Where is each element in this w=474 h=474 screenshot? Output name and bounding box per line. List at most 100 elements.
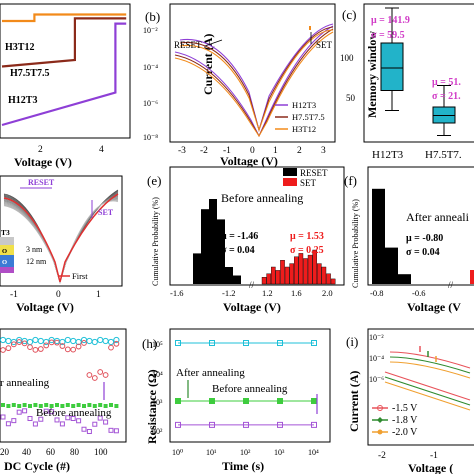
panel-i-frame [367,328,474,446]
panel-h-point-0-2 [243,340,249,346]
panel-g-hrs-before-19 [103,419,109,425]
panel-g-lrs-before-4 [22,403,27,407]
panel-g-lrs-after-7 [37,337,44,345]
panel-g-hrs-after-11 [59,343,66,349]
panel-b-tick-y-0: 10⁻² [143,26,158,35]
panel-g-lrs-after-17 [91,338,98,346]
panel-h-point-1-2 [243,398,249,404]
panel-c-ylabel: Memory window [365,31,379,118]
panel-g-hrs-after-2 [10,341,17,348]
panel-g-hrs-before-14 [76,418,82,424]
panel-h-ylabel: Resistance (Ω) [145,369,159,444]
box-0 [380,42,404,91]
panel-g-hrs-before-3 [16,409,22,415]
panel-b-letter: (b) [145,9,160,24]
legend-i-2: -2.0 V [392,427,418,438]
panel-g-tick-x-3: 80 [70,447,80,457]
panel-e-legend-set: SET [300,178,317,188]
layer-o2-label: O [2,259,7,266]
panel-c-tick-y-100: 100 [340,53,354,63]
panel-g-frame [0,328,127,443]
panel-e-axis-break: // [249,280,255,290]
panel-h-series [175,340,317,428]
panel-g-markers [0,336,120,435]
panel-g-hrs-before-21 [113,428,119,434]
panel-h-tick-y-2: 10³ [152,398,163,407]
panel-f-reset-bar-0 [372,188,385,284]
panel-h-point-2-3 [277,421,283,428]
panel-b-reset-arrow [204,39,223,47]
panel-e-set-bar-7 [294,256,299,285]
panel-h-point-0-4 [311,340,317,346]
panel-g-hrs-before-17 [92,421,98,427]
panel-g-hrs-after-12 [64,346,71,353]
panel-c-stat1-sigma: σ = 59.5 [371,30,405,41]
panel-g-hrs-before-11 [59,421,65,427]
panel-e-sigma-set: σ = 0.25 [290,245,324,256]
panel-e-reset-bar-4 [225,267,233,284]
panel-e: (e) Cumulative Probability (%) // Before… [147,166,345,314]
panel-b-curves [174,23,334,138]
panel-d-tick-x-1: 0 [56,290,61,300]
panel-f-reset-bar-2 [398,274,411,284]
legend-b-0: H12T3 [292,100,316,110]
panel-e-set-bar-9 [303,258,308,285]
panel-i-branch-low-2 [384,381,471,411]
panel-g-lrs-before-17 [92,404,97,408]
panel-f-reset-bar-1 [385,247,398,284]
panel-h-point-1-3 [277,398,283,404]
panel-b-tick-x-5: 2 [297,146,302,156]
panel-g-hrs-after-13 [70,346,77,353]
panel-g-hrs-before-15 [81,426,87,432]
panel-f-axis-break: // [448,280,454,290]
panel-f-sigma-reset: σ = 0.04 [406,247,440,258]
panel-h-point-0-1 [209,340,215,346]
legend-i-1: -1.8 V [392,415,418,426]
panel-h-tick-x-2: 10² [240,448,251,457]
panel-e-set-bar-8 [298,253,304,285]
panel-e-tick-x-0: -1.6 [170,288,183,298]
panel-c-stat1-mu: μ = 141.9 [371,15,410,26]
panel-g-hrs-after-14 [75,343,82,350]
layer-top [0,237,14,245]
panel-f-letter: (f) [344,173,357,188]
panel-f-frame [367,166,474,286]
panel-e-reset-bar-5 [233,275,241,284]
panel-g-lrs-after-6 [32,336,39,344]
panel-e-set-bar-13 [321,266,327,285]
panel-h-tick-x-4: 10⁴ [308,448,319,457]
panel-c: (c) Memory window 100 50 μ = 141.9 σ = 5… [340,3,474,161]
panel-h-point-1-4 [311,398,317,404]
legend-label-h75t75: H7.5T7.5 [10,68,49,79]
panel-g-xlabel: DC Cycle (#) [4,459,70,473]
panel-a-series-0 [2,13,127,23]
panel-b-set-annotation: SET [316,40,333,50]
panel-i-branch-high-0 [389,351,471,369]
panel-e-mu-reset: μ = -1.46 [221,231,258,242]
panel-g-hrs-after-20 [108,344,114,351]
panel-i-tick-y-0: 10⁻² [369,333,384,342]
panel-e-tick-x-1: -1.2 [222,288,235,298]
panel-f-set-bar-0 [470,270,474,284]
panel-g-after-annotation: r annealing [0,377,50,389]
panel-g-lrs-before-12 [65,403,70,407]
panel-h-tick-y-1: 10⁴ [152,370,163,379]
panel-c-stat2-sigma: σ = 21. [432,91,461,102]
panel-b-tick-x-6: 3 [321,146,326,156]
panel-a-tick-x-4: 4 [99,145,104,155]
panel-e-set-bar-0 [261,277,267,285]
panel-i-branch-low-1 [384,376,471,406]
panel-g-hrs-after-19 [102,372,109,378]
legend-swatch-set [283,178,297,186]
panel-h-point-2-0 [175,421,181,428]
panel-g-hrs-after-9 [48,339,55,346]
panel-b-tick-x-0: -3 [178,146,186,156]
panel-g-lrs-before-18 [98,403,103,407]
panel-e-xlabel: Voltage (V) [223,300,281,314]
layer-bottom [0,267,14,273]
panel-f-ylabel: Cumulative Probability (%) [351,199,360,288]
panel-g-hrs-before-13 [70,415,76,421]
panel-g-hrs-after-18 [97,369,104,375]
panel-g-hrs-before-0 [0,414,6,420]
panel-a-legend: H3T12 H7.5T7.5 H12T3 [5,42,49,106]
